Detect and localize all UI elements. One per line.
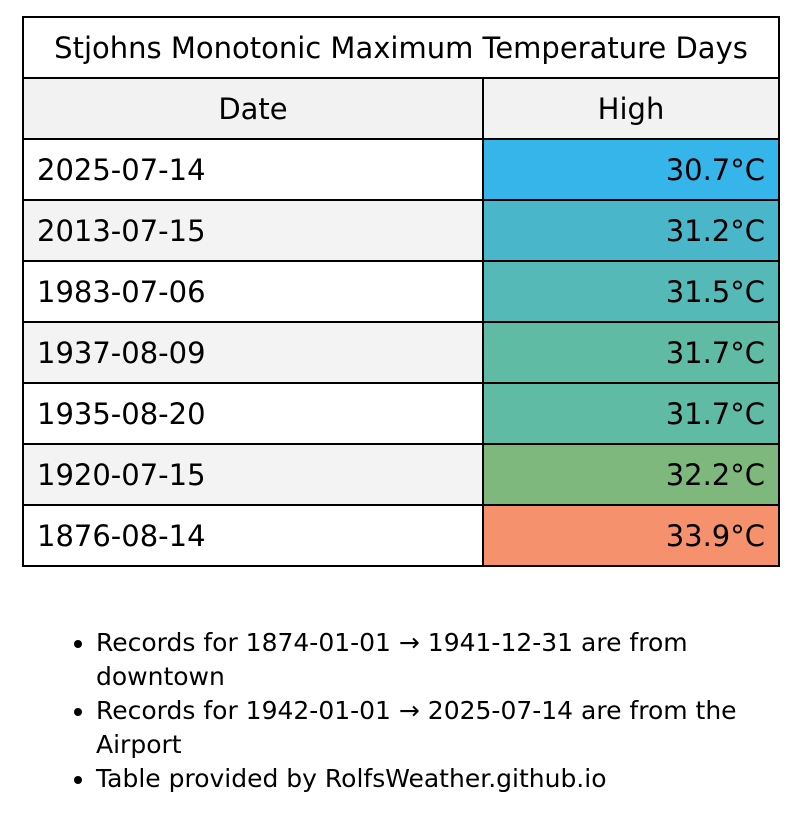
high-cell: 31.7°C xyxy=(481,321,781,384)
table-row: 2025-07-14 30.7°C xyxy=(22,138,781,201)
high-cell: 32.2°C xyxy=(481,443,781,506)
date-cell: 1983-07-06 xyxy=(22,260,484,323)
date-cell: 1920-07-15 xyxy=(22,443,484,506)
note-item: Table provided by RolfsWeather.github.io xyxy=(96,762,800,796)
date-header: Date xyxy=(22,77,484,140)
date-cell: 1876-08-14 xyxy=(22,504,484,567)
table-row: 2013-07-15 31.2°C xyxy=(22,199,781,262)
table-title: Stjohns Monotonic Maximum Temperature Da… xyxy=(21,16,781,79)
date-cell: 2013-07-15 xyxy=(22,199,484,262)
notes-list: Records for 1874-01-01 → 1941-12-31 are … xyxy=(48,626,800,796)
note-item: Records for 1942-01-01 → 2025-07-14 are … xyxy=(96,694,800,762)
high-cell: 33.9°C xyxy=(481,504,781,567)
table-row: 1920-07-15 32.2°C xyxy=(22,443,781,506)
table-row: 1937-08-09 31.7°C xyxy=(22,321,781,384)
header-row: Date High xyxy=(22,77,781,140)
date-cell: 2025-07-14 xyxy=(22,138,484,201)
high-cell: 31.5°C xyxy=(481,260,781,323)
note-item: Records for 1874-01-01 → 1941-12-31 are … xyxy=(96,626,800,694)
date-cell: 1935-08-20 xyxy=(22,382,484,445)
temperature-table: Stjohns Monotonic Maximum Temperature Da… xyxy=(21,16,781,567)
high-cell: 30.7°C xyxy=(481,138,781,201)
date-cell: 1937-08-09 xyxy=(22,321,484,384)
table-row: 1983-07-06 31.5°C xyxy=(22,260,781,323)
table-row: 1935-08-20 31.7°C xyxy=(22,382,781,445)
high-cell: 31.7°C xyxy=(481,382,781,445)
high-cell: 31.2°C xyxy=(481,199,781,262)
high-header: High xyxy=(481,77,781,140)
table-row: 1876-08-14 33.9°C xyxy=(22,504,781,567)
title-row: Stjohns Monotonic Maximum Temperature Da… xyxy=(21,16,781,79)
